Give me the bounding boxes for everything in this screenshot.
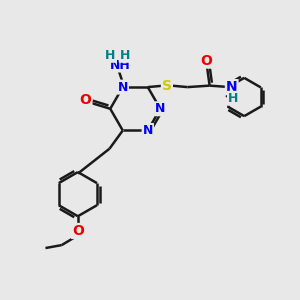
Text: H: H	[228, 92, 238, 105]
Text: N: N	[226, 80, 238, 94]
Text: S: S	[162, 79, 172, 93]
Text: N: N	[118, 81, 128, 94]
Text: O: O	[200, 54, 212, 68]
Text: H: H	[105, 49, 116, 62]
Text: O: O	[72, 224, 84, 238]
Text: H: H	[120, 49, 130, 62]
Text: NH: NH	[110, 58, 130, 71]
Text: N: N	[142, 124, 153, 137]
Text: O: O	[80, 93, 92, 107]
Text: N: N	[155, 102, 166, 115]
